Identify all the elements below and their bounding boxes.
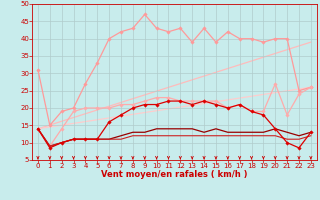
X-axis label: Vent moyen/en rafales ( km/h ): Vent moyen/en rafales ( km/h )	[101, 170, 248, 179]
